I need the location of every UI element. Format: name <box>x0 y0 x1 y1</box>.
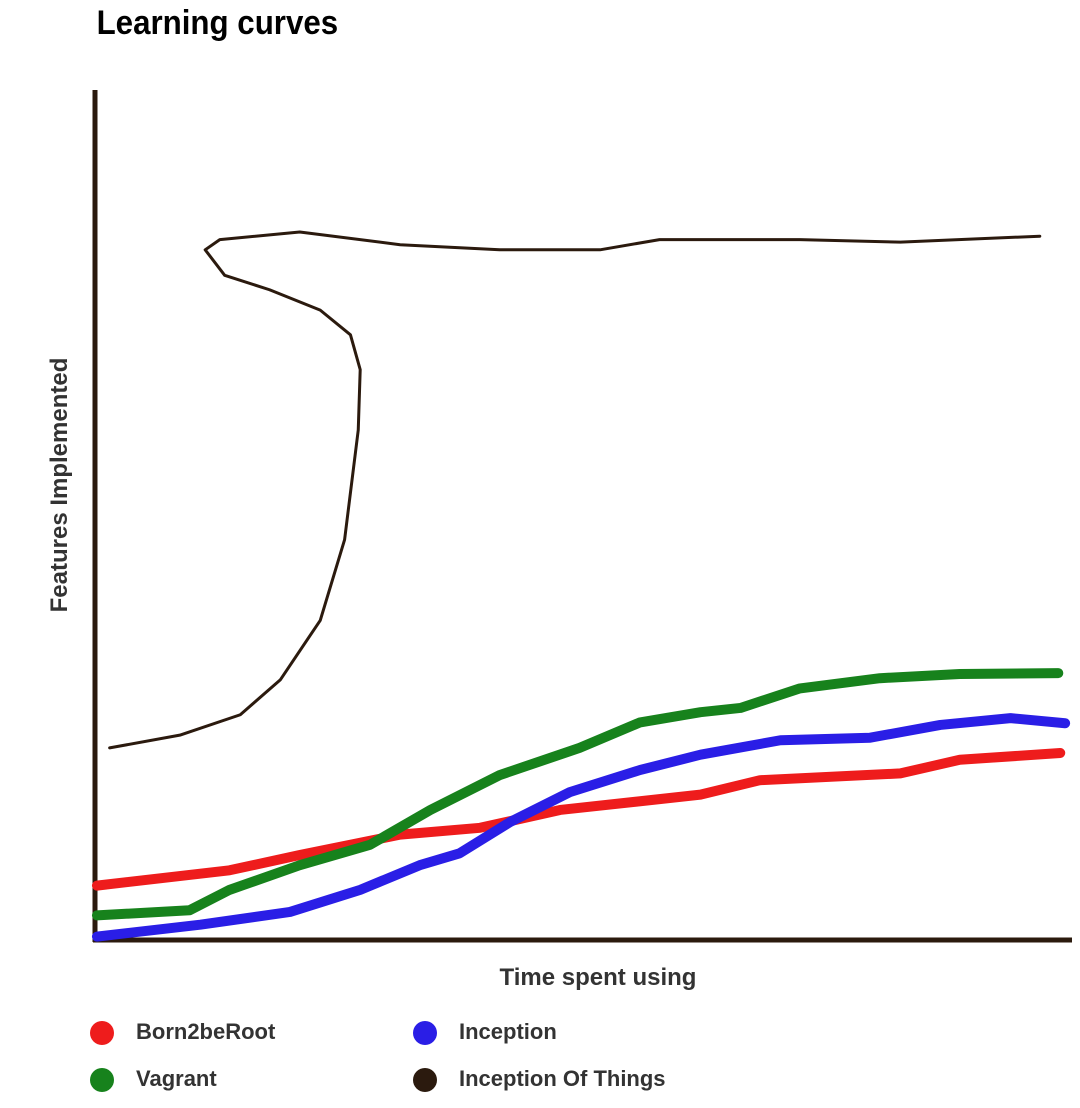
legend-label: Vagrant <box>136 1066 217 1091</box>
legend-marker <box>413 1021 437 1045</box>
legend-marker <box>413 1068 437 1092</box>
legend-label: Inception <box>459 1019 557 1044</box>
legend-label: Inception Of Things <box>459 1066 666 1091</box>
series-line <box>91 713 1071 942</box>
series-line <box>108 230 1042 750</box>
series-line <box>91 668 1064 921</box>
legend-marker <box>90 1068 114 1092</box>
y-axis-label: Features Implemented <box>46 358 73 613</box>
x-axis-label: Time spent using <box>500 964 697 991</box>
legend-marker <box>90 1021 114 1045</box>
legend-label: Born2beRoot <box>136 1019 276 1044</box>
chart-title: Learning curves <box>97 3 339 42</box>
series-line <box>91 748 1066 891</box>
